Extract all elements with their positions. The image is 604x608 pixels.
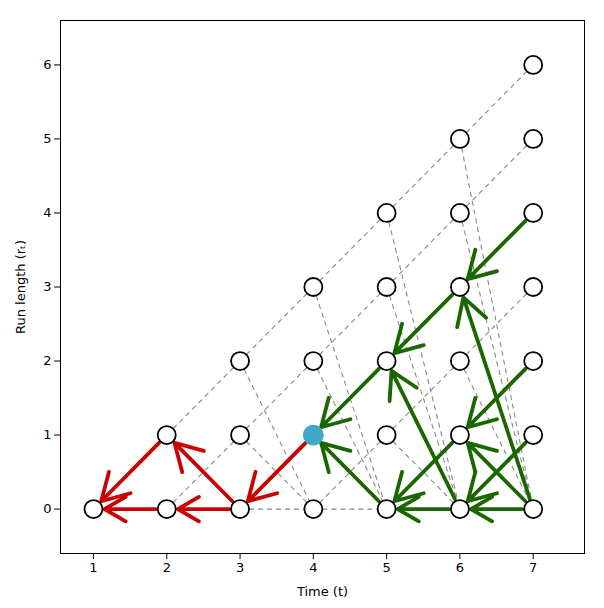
- svg-text:6: 6: [43, 57, 51, 72]
- svg-text:4: 4: [309, 560, 317, 575]
- svg-text:1: 1: [89, 560, 97, 575]
- svg-text:5: 5: [382, 560, 390, 575]
- svg-text:Time (t): Time (t): [296, 584, 348, 599]
- svg-text:1: 1: [43, 427, 51, 442]
- svg-text:7: 7: [529, 560, 537, 575]
- svg-text:2: 2: [43, 353, 51, 368]
- svg-text:2: 2: [163, 560, 171, 575]
- svg-text:6: 6: [456, 560, 464, 575]
- svg-text:0: 0: [43, 501, 51, 516]
- svg-text:3: 3: [43, 279, 51, 294]
- svg-text:Run length (rₜ): Run length (rₜ): [13, 240, 28, 334]
- svg-text:3: 3: [236, 560, 244, 575]
- svg-text:4: 4: [43, 205, 51, 220]
- svg-text:5: 5: [43, 131, 51, 146]
